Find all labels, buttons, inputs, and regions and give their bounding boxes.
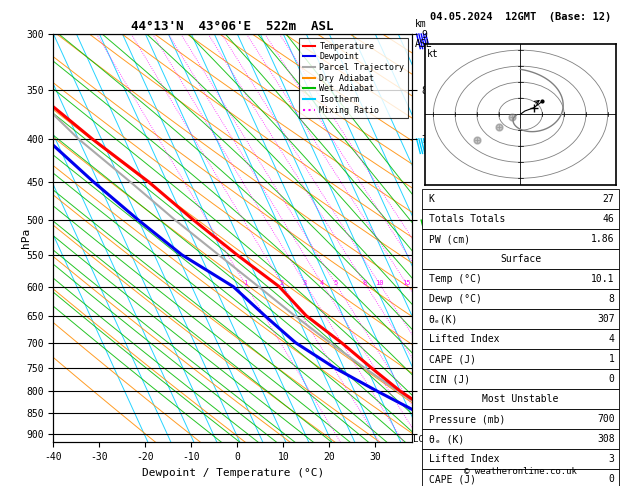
Bar — [423, 330, 619, 349]
Text: θₑ(K): θₑ(K) — [428, 314, 458, 325]
Text: K: K — [428, 194, 435, 205]
Text: CIN (J): CIN (J) — [428, 375, 470, 384]
Bar — [423, 229, 619, 249]
Text: 27: 27 — [603, 194, 615, 205]
Text: 700: 700 — [597, 415, 615, 424]
Text: Totals Totals: Totals Totals — [428, 214, 505, 225]
Bar — [423, 209, 619, 229]
Text: Pressure (mb): Pressure (mb) — [428, 415, 505, 424]
Text: ASL: ASL — [415, 38, 433, 49]
Bar — [423, 430, 619, 450]
Text: Surface: Surface — [500, 255, 541, 264]
Text: 3: 3 — [303, 280, 307, 286]
Bar — [423, 410, 619, 430]
Text: Dewp (°C): Dewp (°C) — [428, 295, 481, 304]
Text: Lifted Index: Lifted Index — [428, 454, 499, 465]
Text: 0: 0 — [609, 375, 615, 384]
Text: 10.1: 10.1 — [591, 275, 615, 284]
Text: 8: 8 — [363, 280, 367, 286]
Text: Lifted Index: Lifted Index — [428, 334, 499, 345]
Title: 44°13'N  43°06'E  522m  ASL: 44°13'N 43°06'E 522m ASL — [131, 20, 334, 33]
Text: CAPE (J): CAPE (J) — [428, 474, 476, 485]
Text: 3: 3 — [609, 454, 615, 465]
Text: 307: 307 — [597, 314, 615, 325]
X-axis label: Dewpoint / Temperature (°C): Dewpoint / Temperature (°C) — [142, 468, 324, 478]
Text: 308: 308 — [597, 434, 615, 445]
Legend: Temperature, Dewpoint, Parcel Trajectory, Dry Adiabat, Wet Adiabat, Isotherm, Mi: Temperature, Dewpoint, Parcel Trajectory… — [299, 38, 408, 118]
Bar — [423, 290, 619, 310]
Text: θₑ (K): θₑ (K) — [428, 434, 464, 445]
Text: Temp (°C): Temp (°C) — [428, 275, 481, 284]
Bar — [423, 249, 619, 269]
Text: 4: 4 — [609, 334, 615, 345]
Text: 46: 46 — [603, 214, 615, 225]
Text: 2: 2 — [280, 280, 284, 286]
Text: 10: 10 — [375, 280, 384, 286]
Bar — [423, 190, 619, 209]
Text: 1: 1 — [609, 354, 615, 364]
Bar — [423, 469, 619, 486]
Bar — [423, 269, 619, 290]
Bar — [423, 310, 619, 330]
Text: CAPE (J): CAPE (J) — [428, 354, 476, 364]
Text: 15: 15 — [402, 280, 411, 286]
Text: 1: 1 — [243, 280, 247, 286]
Text: 0: 0 — [609, 474, 615, 485]
Text: 4: 4 — [320, 280, 324, 286]
Text: 04.05.2024  12GMT  (Base: 12): 04.05.2024 12GMT (Base: 12) — [430, 12, 611, 22]
Text: LCL: LCL — [413, 434, 430, 444]
Text: © weatheronline.co.uk: © weatheronline.co.uk — [464, 468, 577, 476]
Text: 1.86: 1.86 — [591, 234, 615, 244]
Text: PW (cm): PW (cm) — [428, 234, 470, 244]
Text: kt: kt — [426, 50, 438, 59]
Bar — [423, 389, 619, 410]
Text: 5: 5 — [333, 280, 338, 286]
Bar — [423, 450, 619, 469]
Bar — [423, 349, 619, 369]
Text: Most Unstable: Most Unstable — [482, 395, 559, 404]
Text: hPa: hPa — [21, 228, 31, 248]
Text: 8: 8 — [609, 295, 615, 304]
Bar — [423, 369, 619, 389]
Text: km: km — [415, 19, 427, 29]
